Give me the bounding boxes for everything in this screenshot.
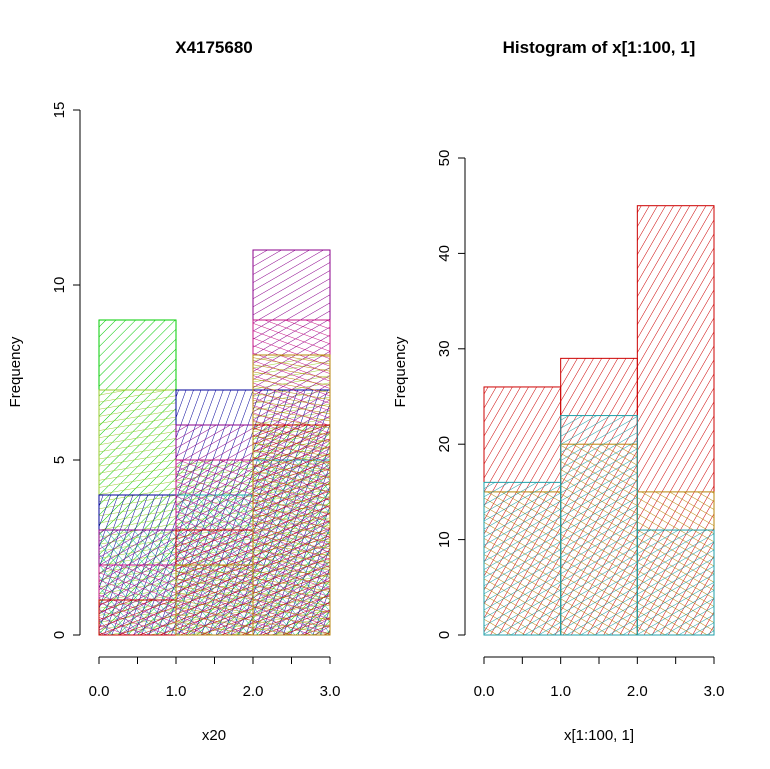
y-axis-label: Frequency	[7, 336, 24, 407]
chart-title: Histogram of x[1:100, 1]	[503, 38, 696, 57]
y-axis: 0 10 20 30 40 50	[436, 150, 466, 639]
x-tick-label: 2.0	[243, 683, 264, 700]
y-tick-label: 5	[51, 456, 68, 464]
y-tick-label: 20	[436, 436, 453, 453]
y-tick-label: 15	[51, 102, 68, 119]
series-7	[175, 354, 331, 636]
x-axis: 0.0 1.0 2.0 3.0	[474, 656, 725, 700]
bars-group	[483, 205, 715, 636]
bars-group	[98, 249, 331, 636]
series-2	[483, 415, 715, 636]
histogram-bar	[98, 599, 177, 636]
x-tick-label: 1.0	[550, 683, 571, 700]
x-tick-label: 0.0	[474, 683, 495, 700]
y-tick-label: 50	[436, 150, 453, 167]
x-tick-label: 2.0	[627, 683, 648, 700]
y-axis: 0 5 10 15	[51, 102, 81, 639]
chart-title: X4175680	[175, 38, 253, 57]
y-tick-label: 30	[436, 340, 453, 357]
y-axis-label: Frequency	[392, 336, 409, 407]
x-tick-label: 0.0	[89, 683, 110, 700]
histogram-panel-left: X4175680 x20 Frequency 0 5 10 15 0.0 1.0 2.0 3…	[7, 38, 340, 744]
x-axis-label: x[1:100, 1]	[564, 727, 634, 744]
histogram-bar	[175, 564, 254, 636]
y-tick-label: 40	[436, 245, 453, 262]
y-tick-label: 10	[51, 277, 68, 294]
y-tick-label: 0	[436, 631, 453, 639]
x-tick-label: 3.0	[320, 683, 341, 700]
x-tick-label: 3.0	[704, 683, 725, 700]
histogram-bar	[560, 415, 638, 636]
y-tick-label: 10	[436, 531, 453, 548]
y-tick-label: 0	[51, 631, 68, 639]
x-axis-label: x20	[202, 727, 226, 744]
histogram-bar	[252, 354, 331, 636]
histogram-bar	[636, 529, 715, 636]
x-axis: 0.0 1.0 2.0 3.0	[89, 656, 341, 700]
histogram-bar	[483, 481, 562, 636]
x-tick-label: 1.0	[166, 683, 187, 700]
histogram-panel-right: Histogram of x[1:100, 1] x[1:100, 1] Fre…	[392, 38, 724, 744]
